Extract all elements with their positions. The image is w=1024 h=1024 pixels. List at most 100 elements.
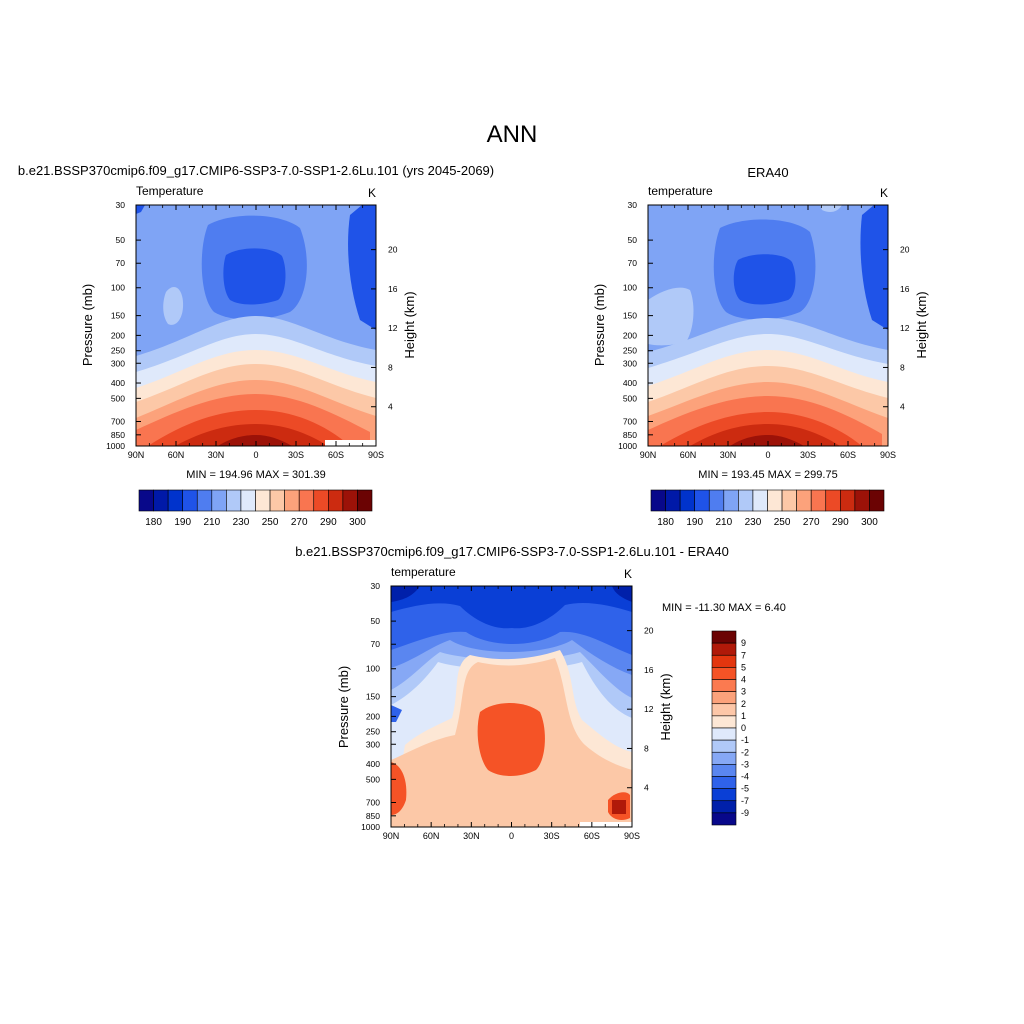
axes: 90N 60N 30N 0 30S 60S 90S 30 50 70 100 150 200 250 300… bbox=[618, 200, 910, 460]
stats-label: MIN = 193.45 MAX = 299.75 bbox=[698, 469, 837, 481]
colorbar-label: 300 bbox=[861, 517, 878, 528]
colorbar-box bbox=[711, 751, 737, 765]
colorbar-label: 250 bbox=[774, 517, 791, 528]
y-tick-label: 700 bbox=[623, 416, 637, 426]
colorbar-label: 9 bbox=[741, 638, 746, 648]
colorbar-box bbox=[796, 489, 812, 512]
colorbar-box bbox=[711, 776, 737, 789]
colorbar-label: 180 bbox=[657, 517, 674, 528]
contour-level bbox=[612, 586, 632, 602]
x-tick-label: 0 bbox=[509, 831, 514, 841]
colorbar-box bbox=[226, 489, 242, 512]
missing-data bbox=[325, 440, 376, 446]
y2-axis-label: Height (km) bbox=[658, 673, 673, 740]
panel-obs: ERA40 temperature K 90N 60N 30N 0 30S 60S 90S 3… bbox=[592, 165, 929, 528]
colorbar-box bbox=[711, 691, 737, 705]
stats-label: MIN = 194.96 MAX = 301.39 bbox=[186, 469, 325, 481]
x-tick-label: 30N bbox=[720, 450, 737, 460]
y-tick-label: 1000 bbox=[618, 441, 637, 451]
y-tick-label: 200 bbox=[111, 330, 125, 340]
y-axis-label: Pressure (mb) bbox=[80, 284, 95, 366]
x-tick-label: 30S bbox=[800, 450, 816, 460]
x-tick-label: 90N bbox=[383, 831, 400, 841]
y-tick-label: 250 bbox=[111, 346, 125, 356]
contour-level bbox=[136, 205, 145, 214]
colorbar-box bbox=[767, 489, 783, 512]
colorbar-box bbox=[711, 800, 737, 814]
contour-level bbox=[648, 287, 694, 346]
y2-axis-label: Height (km) bbox=[914, 291, 929, 358]
y-tick-label: 500 bbox=[623, 393, 637, 403]
colorbar-label: 2 bbox=[741, 699, 746, 709]
colorbar-label: 7 bbox=[741, 650, 746, 660]
colorbar: 180 190 210 230 250 270 290 300 bbox=[650, 489, 885, 528]
y-tick-label: 400 bbox=[366, 759, 380, 769]
colorbar-label: 180 bbox=[145, 517, 162, 528]
main-title: ANN bbox=[487, 121, 538, 148]
colorbar-box bbox=[679, 489, 695, 512]
x-tick-label: 30S bbox=[544, 831, 560, 841]
contour-level bbox=[391, 586, 420, 602]
y2-tick-label: 16 bbox=[388, 284, 398, 294]
colorbar-box bbox=[694, 489, 710, 512]
unit-label: K bbox=[368, 186, 376, 200]
contour-level bbox=[218, 435, 292, 446]
y-tick-label: 70 bbox=[371, 639, 381, 649]
y2-axis-label: Height (km) bbox=[402, 291, 417, 358]
y-tick-label: 100 bbox=[623, 283, 637, 293]
colorbar-label: 4 bbox=[741, 675, 746, 685]
unit-label: K bbox=[624, 567, 632, 581]
y-axis-label: Pressure (mb) bbox=[336, 666, 351, 748]
y2-tick-label: 8 bbox=[388, 362, 393, 372]
y2-tick-label: 12 bbox=[388, 323, 398, 333]
y-tick-label: 70 bbox=[628, 258, 638, 268]
y-tick-label: 300 bbox=[366, 739, 380, 749]
contour-field bbox=[136, 205, 376, 446]
y-tick-label: 50 bbox=[628, 235, 638, 245]
y-tick-label: 150 bbox=[623, 311, 637, 321]
y-tick-label: 30 bbox=[628, 200, 638, 210]
colorbar-box bbox=[810, 489, 827, 512]
colorbar-box bbox=[665, 489, 681, 512]
x-tick-label: 60S bbox=[584, 831, 600, 841]
colorbar-label: -4 bbox=[741, 772, 749, 782]
contour-level bbox=[391, 762, 407, 815]
colorbar-label: 230 bbox=[745, 517, 762, 528]
colorbar-box bbox=[869, 489, 885, 512]
contour-field bbox=[391, 586, 632, 827]
colorbar-box bbox=[167, 489, 183, 512]
colorbar: 180 190 210 230 250 270 290 300 bbox=[138, 489, 373, 528]
colorbar-label: -5 bbox=[741, 784, 749, 794]
contour-level bbox=[223, 248, 286, 305]
y2-tick-label: 12 bbox=[644, 704, 654, 714]
x-tick-label: 90N bbox=[128, 450, 145, 460]
y-tick-label: 100 bbox=[111, 283, 125, 293]
colorbar-label: -3 bbox=[741, 759, 749, 769]
colorbar-box bbox=[240, 489, 256, 512]
colorbar-box bbox=[781, 489, 797, 512]
colorbar-box bbox=[708, 489, 725, 512]
variable-label: Temperature bbox=[136, 184, 204, 198]
colorbar-box bbox=[854, 489, 870, 512]
y2-tick-label: 4 bbox=[900, 402, 905, 412]
y-tick-label: 30 bbox=[371, 581, 381, 591]
x-tick-label: 60N bbox=[168, 450, 185, 460]
colorbar-box bbox=[840, 489, 856, 512]
x-tick-label: 60N bbox=[423, 831, 440, 841]
colorbar-label: 210 bbox=[715, 517, 732, 528]
x-tick-label: 30N bbox=[463, 831, 480, 841]
unit-label: K bbox=[880, 186, 888, 200]
colorbar-label: -1 bbox=[741, 735, 749, 745]
colorbar-label: 270 bbox=[803, 517, 820, 528]
y-tick-label: 200 bbox=[366, 711, 380, 721]
colorbar-box bbox=[196, 489, 213, 512]
colorbar: 9 7 5 4 3 2 1 0 -1 -2 -3 -4 -5 -7 -9 bbox=[711, 630, 749, 826]
colorbar-box bbox=[711, 812, 737, 826]
contour-level bbox=[860, 205, 888, 330]
y-tick-label: 500 bbox=[366, 774, 380, 784]
colorbar-box bbox=[269, 489, 285, 512]
colorbar-box bbox=[284, 489, 300, 512]
panel-title: b.e21.BSSP370cmip6.f09_g17.CMIP6-SSP3-7.… bbox=[295, 544, 729, 559]
y-tick-label: 250 bbox=[623, 346, 637, 356]
y-tick-label: 150 bbox=[366, 692, 380, 702]
